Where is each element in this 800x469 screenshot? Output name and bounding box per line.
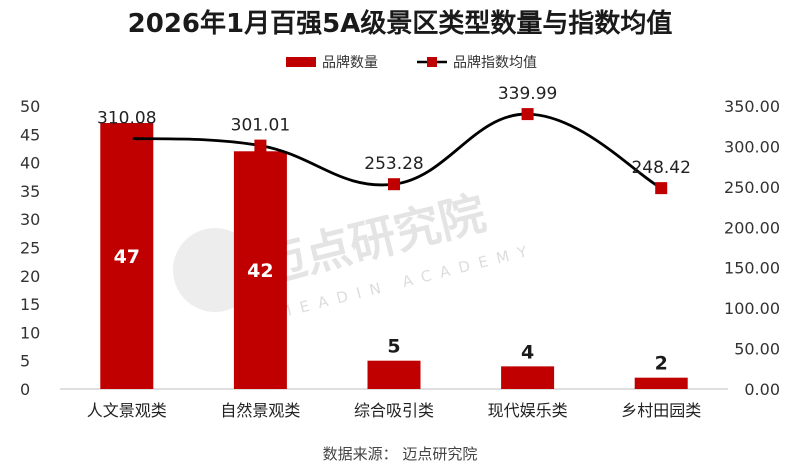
x-axis-tick: 自然景观类 bbox=[220, 401, 300, 420]
right-axis-tick: 200.00 bbox=[724, 218, 780, 237]
right-axis-tick: 250.00 bbox=[724, 178, 780, 197]
left-axis-tick: 0 bbox=[20, 380, 30, 399]
bar-data-label: 5 bbox=[387, 336, 400, 358]
left-axis-tick: 45 bbox=[20, 125, 40, 144]
bar-data-label: 47 bbox=[114, 246, 140, 268]
legend-bar-label: 品牌数量 bbox=[322, 54, 378, 71]
bar bbox=[233, 151, 287, 389]
legend-line-label: 品牌指数均值 bbox=[453, 54, 537, 71]
left-axis-tick: 10 bbox=[20, 323, 40, 342]
bar bbox=[100, 122, 154, 389]
bar-data-label: 42 bbox=[247, 260, 273, 282]
line-data-label: 339.99 bbox=[498, 84, 557, 104]
x-axis-tick: 现代娱乐类 bbox=[488, 401, 568, 420]
bar bbox=[501, 366, 555, 389]
left-axis-tick: 50 bbox=[20, 97, 40, 116]
line-marker bbox=[521, 108, 534, 121]
legend-bar-swatch bbox=[286, 57, 316, 67]
legend: 品牌数量 品牌指数均值 bbox=[286, 54, 537, 71]
left-axis-tick: 15 bbox=[20, 295, 40, 314]
source-note: 数据来源： 迈点研究院 bbox=[323, 445, 478, 463]
line-marker bbox=[388, 178, 400, 191]
line-data-label: 248.42 bbox=[631, 158, 690, 178]
watermark: 迈点研究院 MEADIN ACADEMY bbox=[173, 186, 538, 322]
right-axis-tick: 350.00 bbox=[724, 97, 780, 116]
left-axis-tick: 35 bbox=[20, 182, 40, 201]
line-data-label: 310.08 bbox=[97, 108, 156, 128]
left-axis-tick: 30 bbox=[20, 210, 40, 229]
line-series bbox=[126, 112, 662, 190]
line-marker bbox=[120, 132, 133, 145]
left-axis: 0 5 10 15 20 25 30 35 40 45 50 bbox=[20, 97, 40, 399]
left-axis-tick: 40 bbox=[20, 154, 40, 173]
right-axis-tick: 50.00 bbox=[734, 340, 780, 359]
right-axis-tick: 150.00 bbox=[724, 259, 780, 278]
line-marker bbox=[254, 139, 267, 152]
left-axis-tick: 25 bbox=[20, 239, 40, 258]
x-axis-tick: 综合吸引类 bbox=[354, 401, 434, 420]
x-axis-tick: 乡村田园类 bbox=[621, 401, 701, 420]
category-labels: 人文景观类 自然景观类 综合吸引类 现代娱乐类 乡村田园类 bbox=[87, 401, 701, 420]
line-markers bbox=[120, 108, 668, 195]
right-axis-tick: 300.00 bbox=[724, 137, 780, 156]
bar bbox=[367, 360, 421, 389]
right-axis-tick: 100.00 bbox=[724, 299, 780, 318]
legend-line-marker bbox=[427, 57, 437, 67]
left-axis-tick: 20 bbox=[20, 267, 40, 286]
right-axis-tick: 0.00 bbox=[744, 380, 780, 399]
bar-data-label: 2 bbox=[655, 353, 668, 375]
left-axis-tick: 5 bbox=[20, 352, 30, 371]
bar bbox=[634, 377, 688, 389]
line-data-label: 253.28 bbox=[364, 154, 423, 174]
line-marker bbox=[655, 182, 668, 195]
line-labels: 310.08 301.01 253.28 339.99 248.42 bbox=[97, 84, 691, 178]
bar-series bbox=[100, 122, 688, 389]
bar-data-label: 4 bbox=[521, 341, 534, 363]
chart-title: 2026年1月百强5A级景区类型数量与指数均值 bbox=[128, 8, 673, 39]
right-axis: 0.00 50.00 100.00 150.00 200.00 250.00 300.00 3… bbox=[724, 97, 780, 399]
line-data-label: 301.01 bbox=[231, 116, 290, 136]
x-axis-tick: 人文景观类 bbox=[87, 401, 167, 420]
